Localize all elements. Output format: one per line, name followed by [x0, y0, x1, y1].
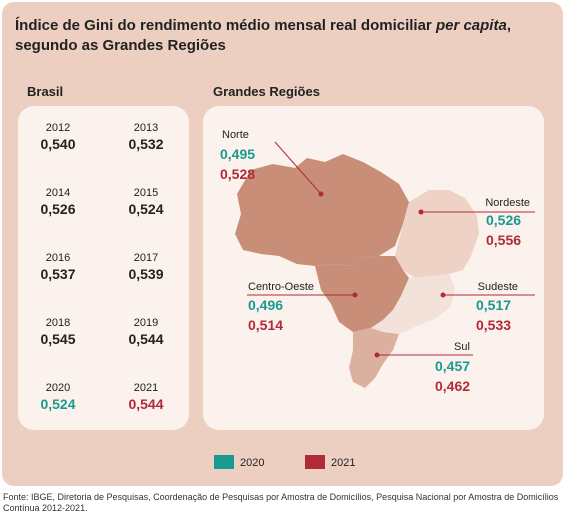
gini-value-2021: 0,544 — [128, 396, 164, 412]
year-label: 2018 — [45, 317, 71, 329]
gini-value: 0,532 — [128, 136, 164, 152]
year-label: 2016 — [45, 252, 71, 264]
gini-value: 0,526 — [40, 201, 76, 217]
gini-value: 0,537 — [40, 266, 76, 282]
sul-dot — [374, 352, 380, 358]
year-label: 2013 — [133, 122, 159, 134]
sudeste-2020-value: 0,517 — [476, 297, 512, 313]
brazil-map — [235, 141, 535, 388]
title-italic: per capita — [435, 17, 507, 34]
legend-swatch-2020 — [214, 455, 234, 469]
brasil-label: Brasil — [27, 84, 64, 99]
region-name-sudeste: Sudeste — [477, 281, 518, 293]
year-label: 2020 — [45, 382, 71, 394]
centro-oeste-2021-value: 0,514 — [248, 317, 284, 333]
region-name-centro-oeste: Centro-Oeste — [248, 281, 315, 293]
centro-oeste-2020-value: 0,496 — [248, 297, 284, 313]
sul-2020-value: 0,457 — [435, 358, 471, 374]
nordeste-2021-value: 0,556 — [486, 232, 522, 248]
legend-label-2021: 2021 — [331, 457, 356, 469]
year-label: 2017 — [133, 252, 159, 264]
gini-value: 0,544 — [128, 331, 164, 347]
year-label: 2014 — [45, 187, 71, 199]
figure-title: Índice de Gini do rendimento médio mensa… — [15, 16, 555, 56]
region-name-nordeste: Nordeste — [485, 197, 530, 209]
regions-card — [203, 106, 544, 430]
norte-2021-value: 0,528 — [220, 166, 256, 182]
norte-dot — [318, 191, 324, 197]
gini-value: 0,540 — [40, 136, 76, 152]
year-label: 2015 — [133, 187, 159, 199]
norte-leader-line — [274, 141, 322, 195]
year-label: 2012 — [45, 122, 71, 134]
title-tail: , — [506, 17, 511, 34]
regioes-label: Grandes Regiões — [213, 84, 320, 99]
norte-2020-value: 0,495 — [220, 146, 256, 162]
legend-swatch-2021 — [305, 455, 325, 469]
title-line2: segundo as Grandes Regiões — [15, 37, 226, 54]
source-note: Fonte: IBGE, Diretoria de Pesquisas, Coo… — [3, 492, 559, 513]
title-main: Índice de Gini do rendimento médio mensa… — [15, 17, 436, 34]
region-name-sul: Sul — [454, 341, 470, 353]
year-label: 2021 — [133, 382, 159, 394]
region-centro-oeste-shape — [315, 256, 409, 332]
region-sudeste-shape — [371, 274, 455, 334]
gini-value-2020: 0,524 — [40, 396, 76, 412]
gini-value: 0,524 — [128, 201, 164, 217]
region-sul-shape — [349, 328, 399, 388]
gini-value: 0,545 — [40, 331, 76, 347]
gini-value: 0,539 — [128, 266, 164, 282]
legend-label-2020: 2020 — [240, 457, 265, 469]
year-label: 2019 — [133, 317, 159, 329]
nordeste-dot — [418, 209, 424, 215]
sudeste-2021-value: 0,533 — [476, 317, 512, 333]
sudeste-dot — [440, 292, 446, 298]
centro-oeste-dot — [352, 292, 358, 298]
nordeste-2020-value: 0,526 — [486, 212, 522, 228]
sul-2021-value: 0,462 — [435, 378, 471, 394]
region-norte-shape — [235, 154, 409, 266]
brasil-card: 2012 0,540 2013 0,532 2014 0,526 2015 0,… — [18, 106, 189, 430]
region-name-norte: Norte — [222, 129, 249, 141]
